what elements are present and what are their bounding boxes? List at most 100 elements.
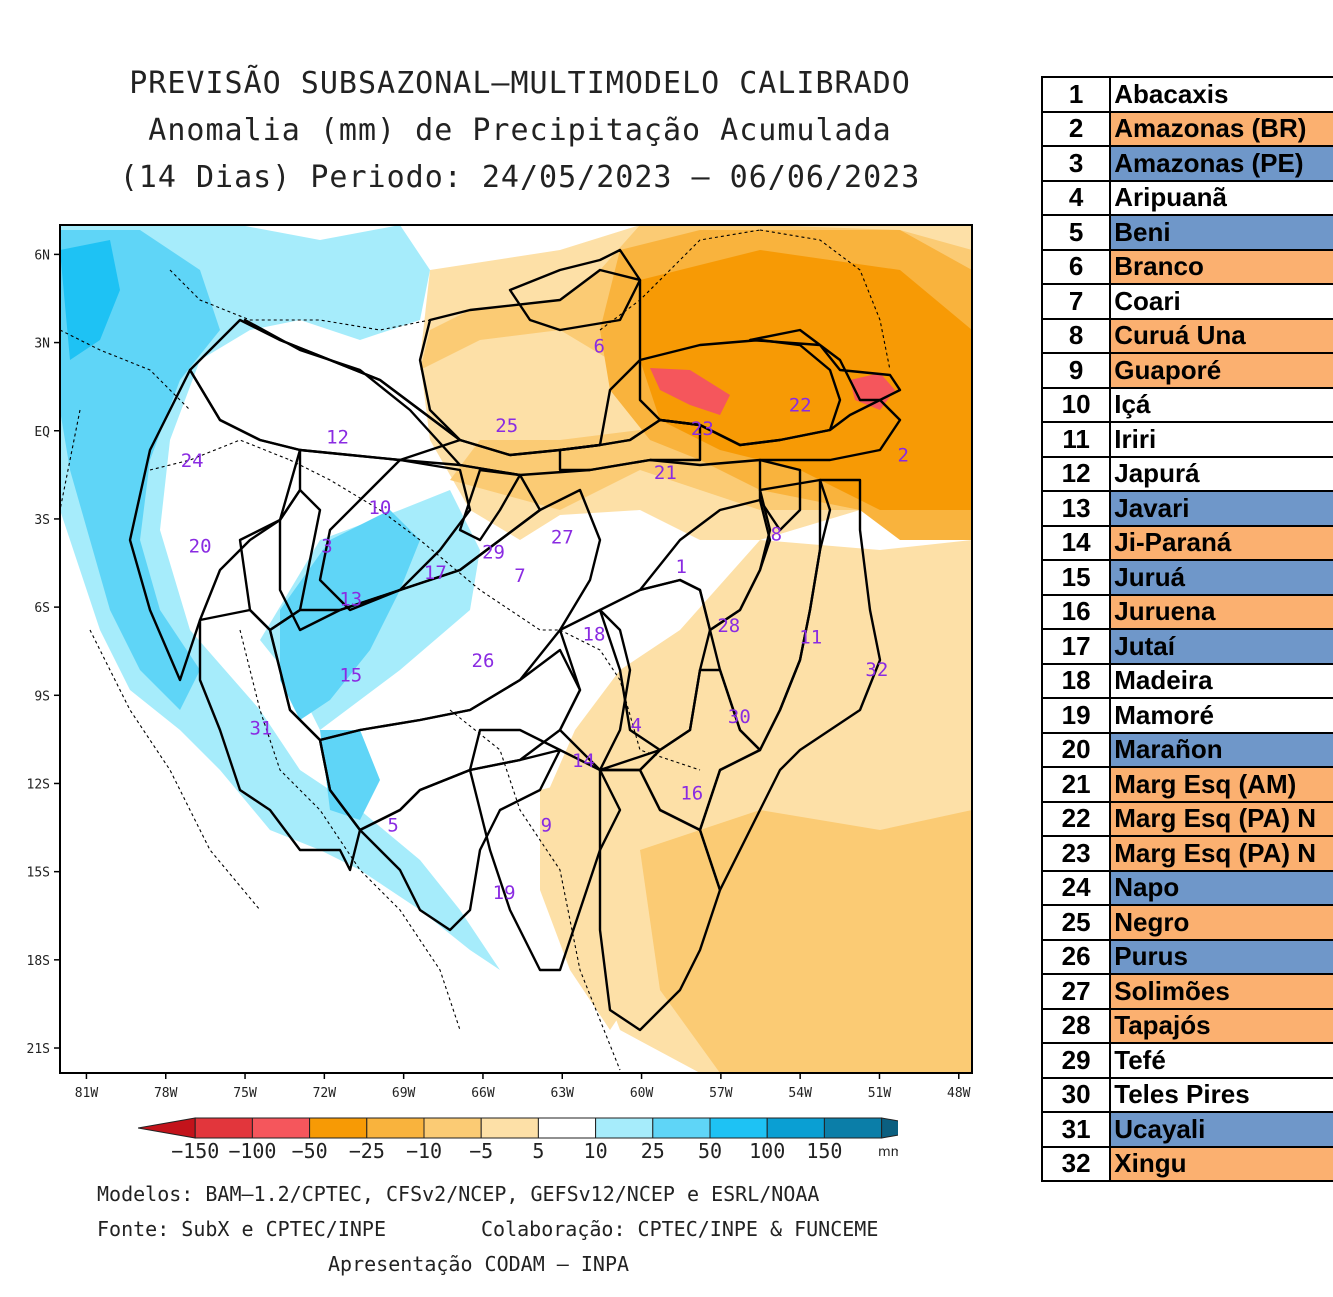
basin-label: 8 [771, 524, 782, 546]
legend-row: 26 Purus [1040, 938, 1333, 975]
legend-basin-name: Jutaí [1109, 628, 1333, 665]
legend-basin-name: Marañon [1109, 731, 1333, 768]
legend-basin-name: Napo [1109, 869, 1333, 906]
basin-label: 5 [387, 815, 398, 837]
lat-tick-label: 21S [27, 1042, 50, 1057]
legend-row: 14 Ji-Paraná [1040, 524, 1333, 561]
colorbar-label: −25 [349, 1139, 385, 1163]
legend-number: 32 [1040, 1145, 1112, 1182]
colorbar-label: −10 [406, 1139, 442, 1163]
legend-row: 31 Ucayali [1040, 1111, 1333, 1148]
legend-row: 25 Negro [1040, 904, 1333, 941]
colorbar-swatch [309, 1117, 368, 1139]
legend-number: 3 [1040, 145, 1112, 182]
legend-row: 11 Iriri [1040, 421, 1333, 458]
legend-row: 27 Solimões [1040, 973, 1333, 1010]
basin-label: 16 [680, 782, 703, 804]
lon-tick-label: 72W [313, 1086, 337, 1101]
legend-basin-name: Madeira [1109, 662, 1333, 699]
lon-tick-label: 75W [233, 1086, 257, 1101]
colorbar-swatch [537, 1117, 597, 1139]
precipitation-anomaly-map: 6N 3N EQ 3S 6S 9S 12S 15S 18S 21S 81W 78W 75W 72W 69W… [0, 210, 1000, 1110]
legend-row: 2 Amazonas (BR) [1040, 110, 1333, 147]
basin-label: 27 [551, 527, 574, 549]
colorbar-swatch [138, 1117, 196, 1139]
basin-label: 26 [472, 650, 495, 672]
legend-number: 25 [1040, 904, 1112, 941]
legend-number: 31 [1040, 1111, 1112, 1148]
anomaly-blue-core [60, 240, 120, 360]
legend-row: 18 Madeira [1040, 662, 1333, 699]
legend-row: 13 Javari [1040, 490, 1333, 527]
legend-number: 16 [1040, 593, 1112, 630]
anomaly-light-orange-3 [540, 770, 700, 1030]
lat-tick-label: 18S [27, 954, 50, 969]
legend-row: 19 Mamoré [1040, 697, 1333, 734]
legend-number: 4 [1040, 179, 1112, 216]
basin-label: 4 [631, 715, 642, 737]
footer-collaboration: Colaboração: CPTEC/INPE & FUNCEME [481, 1217, 879, 1241]
legend-number: 29 [1040, 1042, 1112, 1079]
colorbar-swatch [881, 1117, 898, 1139]
legend-basin-name: Japurá [1109, 455, 1333, 492]
lon-tick-label: 57W [709, 1086, 733, 1101]
legend-row: 8 Curuá Una [1040, 317, 1333, 354]
colorbar-swatch [423, 1117, 482, 1139]
legend-row: 6 Branco [1040, 248, 1333, 285]
colorbar-label: −100 [228, 1139, 276, 1163]
legend-number: 14 [1040, 524, 1112, 561]
legend-basin-name: Xingu [1109, 1145, 1333, 1182]
basin-label: 3 [321, 535, 332, 557]
legend-row: 20 Marañon [1040, 731, 1333, 768]
country-borders [59, 229, 891, 1071]
basin-number-labels: 1234567891011121314151617181920212223242… [181, 336, 909, 905]
legend-number: 18 [1040, 662, 1112, 699]
legend-row: 29 Tefé [1040, 1042, 1333, 1079]
title-line-1: PREVISÃO SUBSAZONAL—MULTIMODELO CALIBRAD… [129, 66, 911, 101]
anomaly-red-core-1 [650, 368, 730, 415]
legend-basin-name: Aripuanã [1109, 179, 1333, 216]
legend-basin-name: Ji-Paraná [1109, 524, 1333, 561]
colorbar-label: 50 [698, 1139, 722, 1163]
colorbar-label: 150 [806, 1139, 842, 1163]
basin-label: 20 [189, 535, 212, 557]
legend-number: 24 [1040, 869, 1112, 906]
legend-basin-name: Amazonas (BR) [1109, 110, 1333, 147]
lon-tick-label: 60W [630, 1086, 654, 1101]
legend-basin-name: Tapajós [1109, 1007, 1333, 1044]
legend-row: 24 Napo [1040, 869, 1333, 906]
legend-number: 22 [1040, 800, 1112, 837]
anomaly-medium-orange-3 [640, 810, 972, 1073]
map-title: PREVISÃO SUBSAZONAL—MULTIMODELO CALIBRAD… [40, 60, 1000, 201]
legend-row: 17 Jutaí [1040, 628, 1333, 665]
colorbar-label: −5 [469, 1139, 493, 1163]
legend-number: 27 [1040, 973, 1112, 1010]
colorbar-label: −50 [292, 1139, 328, 1163]
colorbar-swatch [766, 1117, 825, 1139]
legend-basin-name: Ucayali [1109, 1111, 1333, 1148]
colorbar-swatch [251, 1117, 311, 1139]
legend-basin-name: Javari [1109, 490, 1333, 527]
legend-row: 12 Japurá [1040, 455, 1333, 492]
lon-tick-label: 51W [868, 1086, 892, 1101]
basin-label: 18 [583, 624, 606, 646]
basin-label: 6 [594, 336, 605, 358]
legend-row: 15 Juruá [1040, 559, 1333, 596]
legend-row: 30 Teles Pires [1040, 1076, 1333, 1113]
lat-tick-label: 9S [34, 689, 50, 704]
legend-basin-name: Purus [1109, 938, 1333, 975]
colorbar-swatch [194, 1117, 253, 1139]
basin-label: 13 [339, 588, 362, 610]
basin-label: 25 [495, 415, 518, 437]
legend-basin-name: Negro [1109, 904, 1333, 941]
lat-tick-label: 6N [34, 248, 50, 263]
legend-number: 10 [1040, 386, 1112, 423]
lon-tick-label: 78W [154, 1086, 178, 1101]
legend-row: 3 Amazonas (PE) [1040, 145, 1333, 182]
legend-basin-name: Solimões [1109, 973, 1333, 1010]
legend-basin-name: Juruá [1109, 559, 1333, 596]
legend-number: 17 [1040, 628, 1112, 665]
anomaly-deep-orange [640, 250, 972, 510]
colorbar: −150 −100 −50 −25 −10 −5 5 10 25 50 100 150 mm [138, 1117, 898, 1163]
basin-label: 15 [339, 665, 362, 687]
